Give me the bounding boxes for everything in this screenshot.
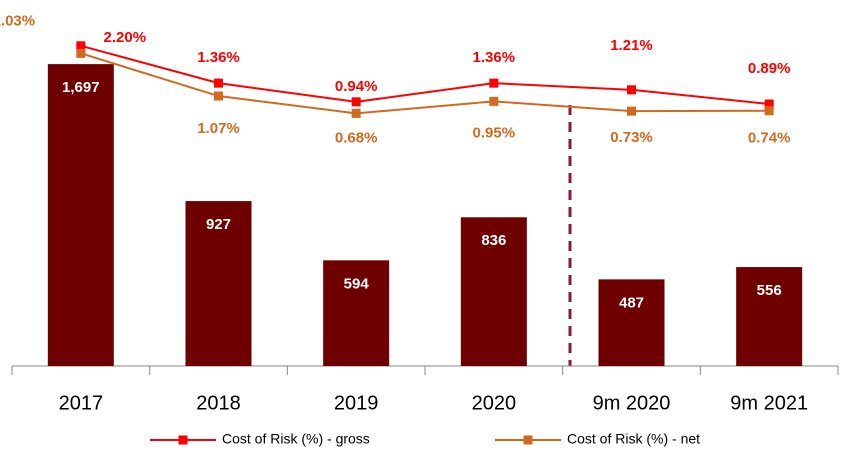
point-marker <box>764 106 774 116</box>
legend-marker <box>178 435 188 445</box>
point-label: 2.03% <box>0 12 35 29</box>
point-marker <box>764 99 774 109</box>
point-label: 1.36% <box>473 49 516 66</box>
x-tick-label: 2018 <box>196 392 241 414</box>
point-label: 0.74% <box>748 130 791 147</box>
x-tick-label: 2019 <box>334 392 379 414</box>
point-label: 1.36% <box>197 49 240 66</box>
bar-label: 594 <box>344 275 370 292</box>
point-marker <box>489 78 499 88</box>
bar-label: 1,697 <box>62 79 100 96</box>
bar <box>460 217 527 366</box>
bar <box>736 267 803 366</box>
point-marker <box>627 85 636 95</box>
point-marker <box>214 78 223 88</box>
point-marker <box>351 108 361 118</box>
point-marker <box>351 97 361 107</box>
bar <box>323 260 390 366</box>
point-label: 0.73% <box>610 129 653 146</box>
point-label: 0.94% <box>335 78 378 95</box>
point-label: 1.21% <box>610 37 653 54</box>
line-series <box>80 44 770 106</box>
line-series <box>80 52 770 115</box>
point-marker <box>76 41 86 51</box>
bar <box>598 279 665 366</box>
bar <box>185 201 252 366</box>
x-tick-label: 9m 2020 <box>593 392 671 414</box>
x-tick-label: 9m 2021 <box>730 392 808 414</box>
point-marker <box>627 106 636 116</box>
point-label: 1.07% <box>197 120 240 137</box>
x-tick-label: 2017 <box>59 392 104 414</box>
bar <box>47 64 114 366</box>
legend-label: Cost of Risk (%) - gross <box>222 431 370 447</box>
bar-label: 836 <box>481 232 506 249</box>
point-label: 0.89% <box>748 60 791 77</box>
point-label: 0.95% <box>473 124 516 141</box>
bar-label: 927 <box>206 216 231 233</box>
bar-label: 487 <box>619 294 644 311</box>
point-marker <box>214 91 223 101</box>
x-tick-label: 2020 <box>472 392 517 414</box>
point-marker <box>76 48 86 58</box>
point-label: 2.20% <box>104 29 147 46</box>
legend-marker <box>523 435 533 445</box>
bar-label: 556 <box>757 282 782 299</box>
legend-label: Cost of Risk (%) - net <box>567 431 700 447</box>
point-marker <box>489 96 499 106</box>
point-label: 0.68% <box>335 129 378 146</box>
